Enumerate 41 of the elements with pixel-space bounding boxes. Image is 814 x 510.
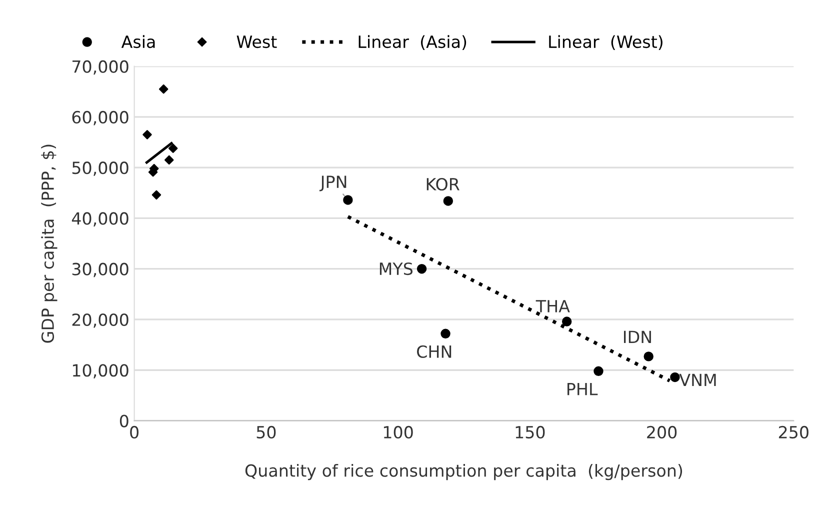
x-tick-label: 0 [130, 426, 139, 439]
y-tick-label: 70,000 [72, 60, 128, 75]
y-tick-label: 30,000 [72, 262, 128, 278]
point [152, 190, 162, 200]
y-tick-label: 40,000 [72, 212, 128, 226]
legend-label: West [236, 36, 277, 48]
annotation: JPN [319, 176, 346, 192]
annotation: MYS [380, 262, 413, 276]
x-tick-label: 100 [384, 426, 413, 439]
point [142, 130, 152, 140]
y-tick-label: 0 [120, 414, 128, 428]
point [343, 195, 353, 205]
x-tick-label: 250 [778, 426, 808, 439]
x-tick-label: 200 [647, 426, 677, 439]
point [168, 144, 178, 153]
point [443, 196, 454, 206]
point [158, 84, 168, 94]
y-tick-label: 10,000 [72, 364, 128, 378]
annotation: THA [536, 300, 570, 312]
legend-label: Linear (Asia) [358, 35, 466, 50]
y-tick-label: 20,000 [72, 313, 128, 328]
annotation: IDN [624, 330, 651, 343]
annotation: KOR [426, 178, 460, 191]
point [416, 264, 427, 274]
point [440, 328, 450, 339]
annotation: CHN [417, 345, 452, 358]
annotation: PHL [568, 383, 598, 396]
point [164, 155, 174, 165]
legend-label: Asia [121, 35, 155, 48]
y-tick-label: 60,000 [72, 110, 128, 126]
point [594, 366, 604, 376]
y-tick-label: 50,000 [72, 162, 128, 176]
x-tick-label: 150 [516, 426, 545, 439]
point [644, 352, 654, 362]
point [670, 372, 680, 382]
x-tick-label: 50 [256, 426, 276, 439]
legend-label: Linear (West) [549, 35, 662, 50]
point [562, 316, 572, 326]
annotation: VNM [679, 374, 716, 386]
y-axis-title: GDP per capita (PPP, $) [41, 144, 58, 343]
x-axis-title: Quantity of rice consumption per capita (kg/person) [245, 464, 682, 480]
